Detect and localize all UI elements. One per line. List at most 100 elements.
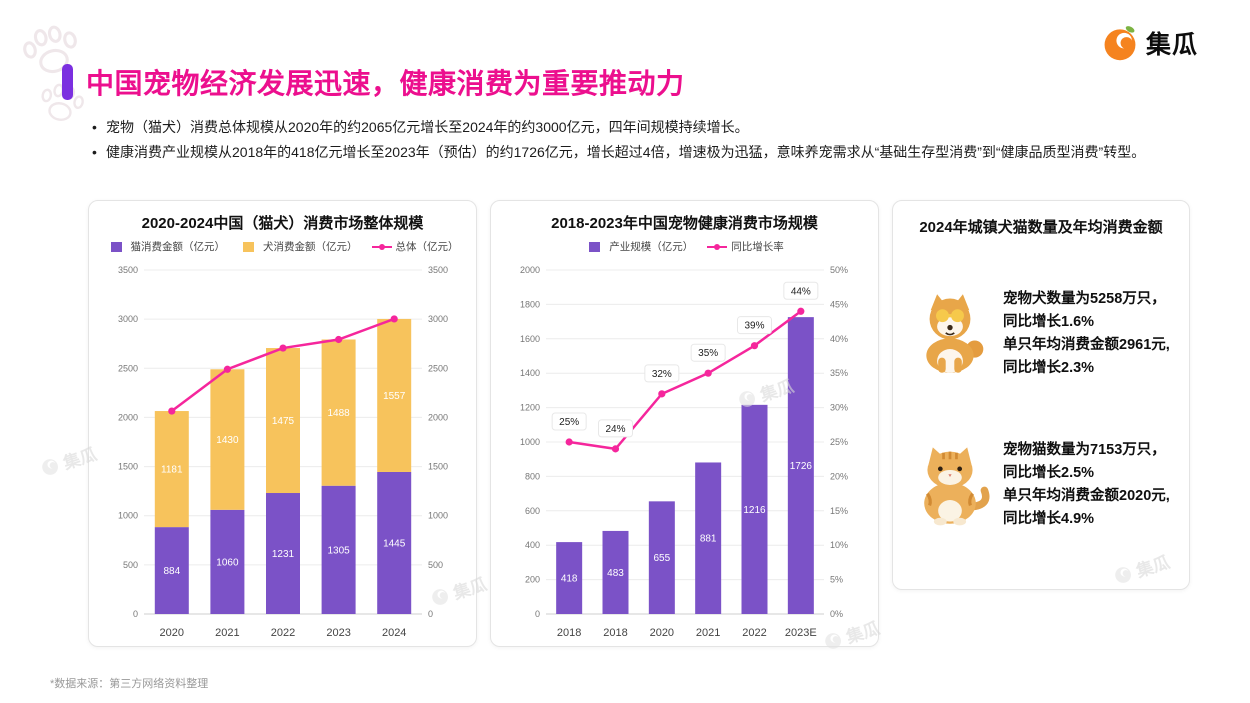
bar-segment — [209, 509, 244, 614]
bar-value-label: 418 — [560, 573, 577, 584]
bar-value-label: 1181 — [161, 464, 183, 475]
growth-label-box — [597, 419, 633, 438]
y-axis-tick: 1000 — [428, 510, 448, 520]
bar-value-label: 1488 — [327, 408, 350, 419]
bar-segment — [376, 318, 411, 472]
y-axis-tick: 2000 — [117, 412, 137, 422]
y-axis-tick: 2000 — [428, 412, 448, 422]
bullet-item: 宠物（猫犬）消费总体规模从2020年的约2065亿元增长至2024年的约3000… — [90, 117, 1195, 138]
y-axis-right-tick: 35% — [830, 368, 848, 378]
bar-segment — [321, 485, 356, 614]
panel-overall-market: 2020-2024中国（猫犬）消费市场整体规模 猫消费金额（亿元） 犬消费金额（亿… — [88, 200, 477, 647]
bar-value-label: 1557 — [383, 391, 406, 402]
y-axis-right-tick: 40% — [830, 334, 848, 344]
y-axis-tick: 500 — [122, 560, 137, 570]
line-point — [334, 335, 342, 343]
chart-title: 2018-2023年中国宠物健康消费市场规模 — [551, 215, 818, 232]
bar-segment — [265, 347, 300, 493]
y-axis-tick: 600 — [524, 506, 539, 516]
x-axis-tick: 2021 — [215, 627, 239, 639]
growth-label-box — [736, 315, 772, 334]
x-axis-tick: 2018 — [603, 627, 627, 639]
y-axis-tick: 0 — [428, 609, 433, 619]
y-axis-right-tick: 30% — [830, 402, 848, 412]
y-axis-right-tick: 0% — [830, 609, 843, 619]
growth-label-box — [782, 281, 818, 300]
y-axis-tick: 400 — [524, 540, 539, 550]
bar-value-label: 655 — [653, 553, 670, 564]
dog-stat-row: 宠物犬数量为5258万只，同比增长1.6% 单只年均消费金额2961元,同比增长… — [907, 288, 1175, 381]
x-axis-tick: 2022 — [742, 627, 766, 639]
growth-label: 39% — [744, 320, 764, 331]
legend-line-marker — [371, 243, 392, 250]
legend-item: 猫消费金额（亿元） — [107, 239, 226, 254]
y-axis-right-tick: 25% — [830, 437, 848, 447]
legend-line-marker — [707, 243, 728, 250]
y-axis-tick: 500 — [428, 560, 443, 570]
bar-value-label: 881 — [699, 533, 716, 544]
panels-row: 2020-2024中国（猫犬）消费市场整体规模 猫消费金额（亿元） 犬消费金额（亿… — [88, 200, 1190, 647]
y-axis-tick: 2000 — [519, 265, 539, 275]
bar-segment — [154, 410, 189, 527]
legend-item: 产业规模（亿元） — [585, 239, 693, 254]
growth-label: 35% — [698, 348, 718, 359]
growth-label: 32% — [651, 369, 671, 380]
y-axis-tick: 1600 — [519, 334, 539, 344]
legend-item: 犬消费金额（亿元） — [239, 239, 358, 254]
brand-logo: 集瓜 — [1101, 24, 1198, 62]
x-axis-tick: 2018 — [556, 627, 580, 639]
bar-segment — [154, 526, 189, 614]
bullet-item: 健康消费产业规模从2018年的418亿元增长至2023年（预估）的约1726亿元… — [90, 142, 1195, 163]
bar — [648, 501, 675, 614]
legend-swatch — [110, 241, 122, 252]
title-accent-bar — [62, 64, 73, 100]
bar-value-label: 1445 — [383, 538, 406, 549]
legend-swatch — [589, 241, 601, 252]
bar-value-label: 1231 — [271, 549, 294, 560]
legend-label: 猫消费金额（亿元） — [130, 241, 226, 254]
panel-pet-stats: 2024年城镇犬猫数量及年均消费金额 — [892, 200, 1190, 590]
bar-value-label: 1726 — [789, 461, 812, 472]
bar-value-label: 483 — [607, 568, 624, 579]
bullet-list: 宠物（猫犬）消费总体规模从2020年的约2065亿元增长至2024年的约3000… — [90, 117, 1195, 168]
bar — [602, 530, 628, 614]
y-axis-tick: 1200 — [519, 402, 539, 412]
growth-label: 44% — [790, 286, 810, 297]
y-axis-tick: 3000 — [117, 314, 137, 324]
x-axis-tick: 2024 — [381, 627, 405, 639]
dog-stat-text: 宠物犬数量为5258万只，同比增长1.6% — [1003, 290, 1166, 330]
y-axis-tick: 800 — [524, 471, 539, 481]
y-axis-tick: 1500 — [428, 461, 448, 471]
growth-label: 24% — [605, 424, 625, 435]
bar-segment — [209, 369, 244, 510]
overall-market-chart: 0 0 500 500 1000 1000 1500 1500 2000 2000 2500 2500… — [117, 265, 448, 639]
bar — [694, 462, 721, 614]
legend-label: 同比增长率 — [731, 241, 784, 254]
paw-watermark-icon — [23, 25, 77, 74]
line-point — [565, 438, 573, 446]
health-market-chart: 0 200 400 600 800 1000 1200 1400 1600 1800 2000 0% 5… — [519, 265, 848, 639]
y-axis-tick: 1800 — [519, 299, 539, 309]
y-axis-tick: 1000 — [519, 437, 539, 447]
page-title: 中国宠物经济发展迅速，健康消费为重要推动力 — [86, 68, 685, 99]
legend-item: 同比增长率 — [707, 239, 784, 254]
bar-value-label: 1430 — [216, 435, 239, 446]
line-point — [611, 445, 619, 453]
line-point — [167, 407, 175, 415]
bar-segment — [265, 492, 300, 614]
growth-line — [568, 310, 802, 450]
line-point — [278, 344, 287, 352]
legend-item: 总体（亿元） — [371, 239, 459, 254]
line-point — [390, 315, 398, 323]
growth-label: 25% — [559, 417, 579, 428]
bar-value-label: 1305 — [327, 545, 350, 556]
bar — [741, 404, 767, 614]
legend-label: 犬消费金额（亿元） — [263, 241, 358, 254]
y-axis-right-tick: 20% — [830, 471, 848, 481]
y-axis-tick: 3500 — [117, 265, 137, 275]
x-axis-tick: 2023E — [784, 627, 816, 639]
x-axis-tick: 2023 — [326, 627, 350, 639]
y-axis-tick: 200 — [524, 574, 539, 584]
growth-label-box — [551, 412, 587, 431]
